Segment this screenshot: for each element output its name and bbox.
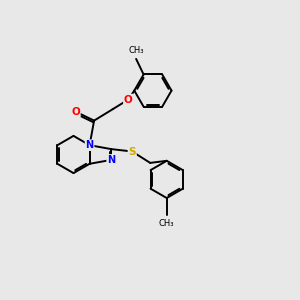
Text: CH₃: CH₃ — [128, 46, 144, 55]
Text: N: N — [107, 155, 115, 165]
Text: O: O — [71, 106, 80, 117]
Text: N: N — [85, 140, 94, 150]
Text: S: S — [128, 146, 136, 157]
Text: CH₃: CH₃ — [159, 219, 175, 228]
Text: O: O — [124, 94, 133, 105]
